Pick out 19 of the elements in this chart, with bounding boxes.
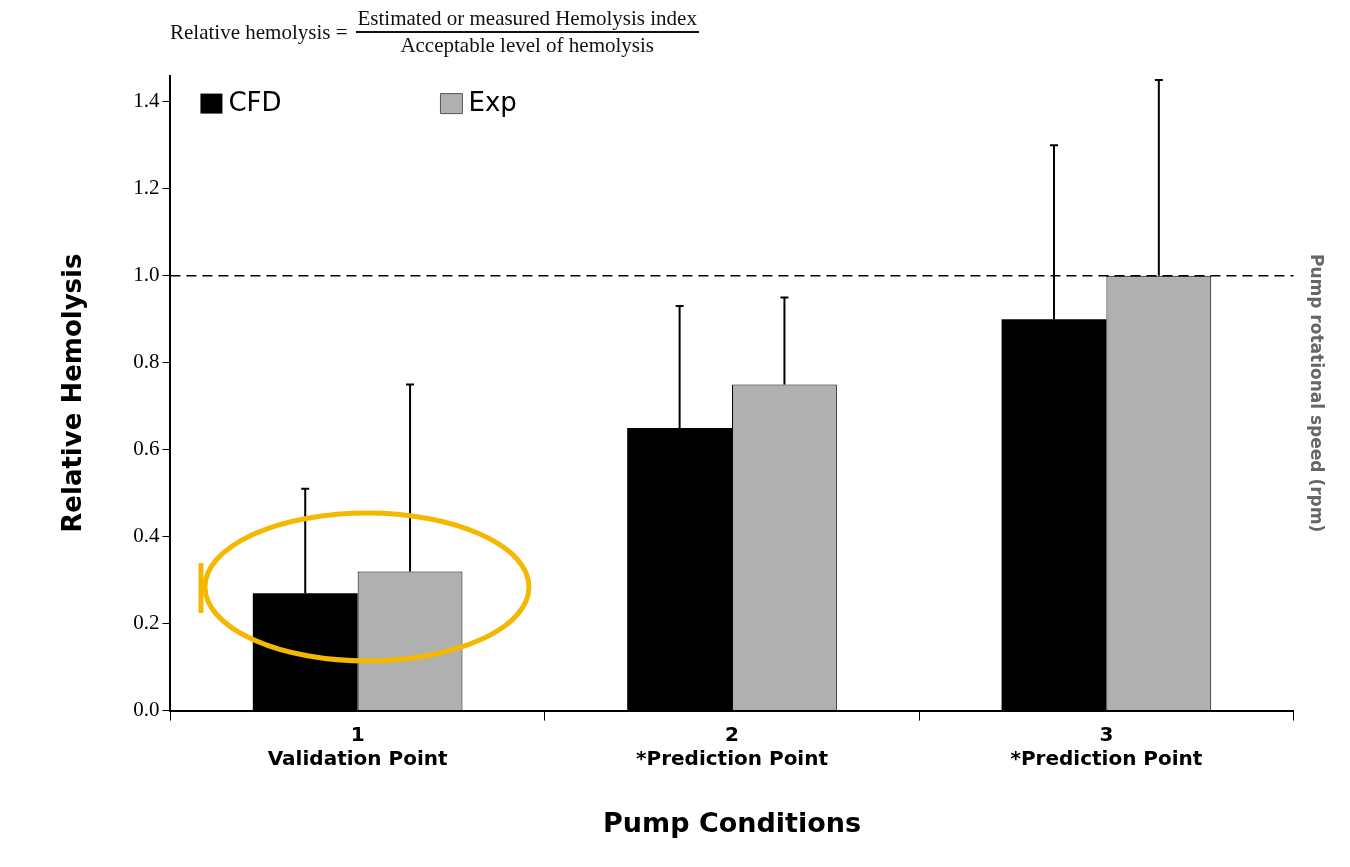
- x-tick-label: 2 *Prediction Point: [636, 721, 829, 770]
- y-axis-title: Relative Hemolysis: [57, 253, 88, 533]
- x-tick-label: 1 Validation Point: [267, 721, 448, 770]
- chart-title: Relative hemolysis =: [170, 19, 348, 45]
- legend-label: CFD: [228, 87, 282, 118]
- x-tick-label: 3 *Prediction Point: [1010, 721, 1203, 770]
- y-tick-label: 1.0: [133, 262, 160, 287]
- y-tick-label: 1.4: [133, 88, 160, 113]
- text: Estimated or measured Hemolysis index: [355, 6, 699, 33]
- y-tick-label: 0.0: [133, 697, 160, 722]
- y-tick-label: 0.2: [133, 610, 160, 635]
- y-tick-label: 0.4: [133, 523, 160, 548]
- y-tick-label: 0.8: [133, 349, 160, 374]
- text: Acceptable level of hemolysis: [400, 33, 655, 58]
- y-tick-label: 1.2: [133, 175, 160, 200]
- y2-axis-title: Pump rotational speed (rpm): [1307, 253, 1328, 533]
- y-tick-label: 0.6: [133, 436, 160, 461]
- legend-label: Exp: [468, 87, 517, 118]
- x-axis-title: Pump Conditions: [603, 806, 862, 838]
